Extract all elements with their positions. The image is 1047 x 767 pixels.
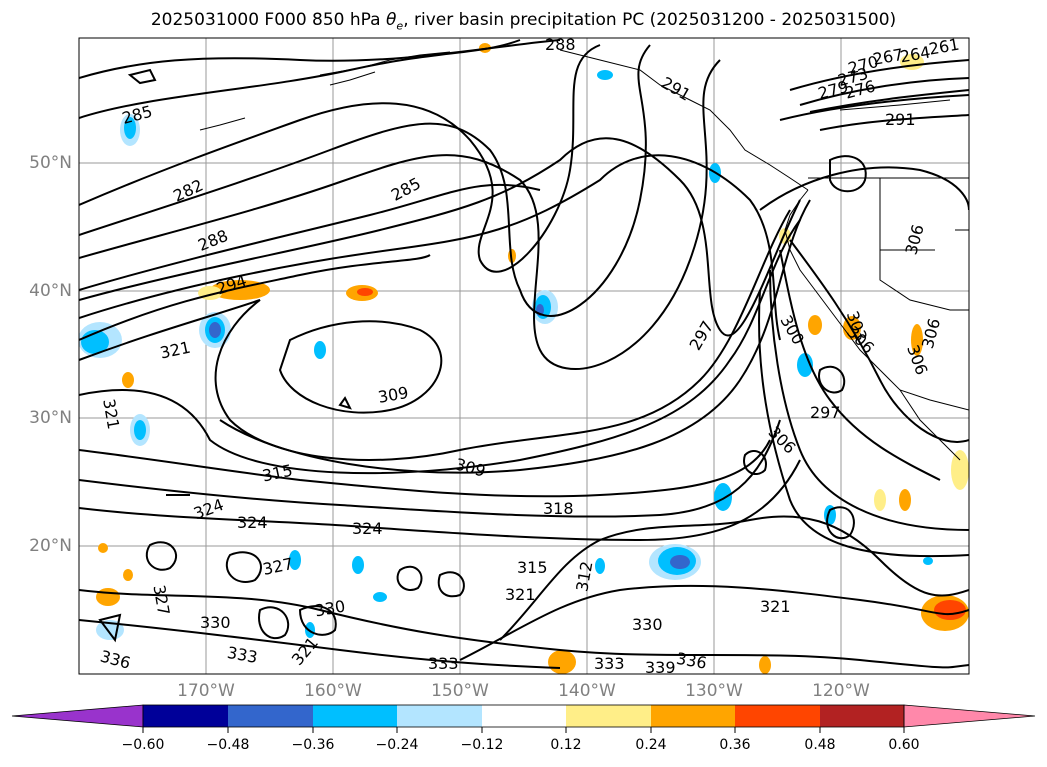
title-suffix: , river basin precipitation PC (20250312…	[403, 10, 897, 30]
lon-label-170w: 170°W	[177, 681, 235, 701]
colorbar-extend-high	[903, 704, 1036, 728]
contour-label: 321	[760, 597, 791, 616]
colorbar-tick-label: −0.12	[460, 737, 504, 753]
colorbar-segment	[228, 705, 313, 727]
colorbar-segment	[735, 705, 820, 727]
colorbar-tick-label: 0.36	[719, 737, 751, 753]
title-prefix: 2025031000 F000 850 hPa	[150, 10, 386, 30]
map-frame	[78, 37, 970, 675]
figure-title: 2025031000 F000 850 hPa θe, river basin …	[0, 10, 1047, 32]
contour-label: 288	[545, 35, 576, 54]
contour-label: 291	[885, 110, 916, 129]
contour-label: 330	[200, 613, 231, 632]
colorbar-segment	[313, 705, 397, 727]
colorbar-extend-low	[11, 704, 144, 728]
contour-label: 330	[632, 615, 663, 634]
colorbar-segment	[820, 705, 904, 727]
colorbar-tick-label: 0.48	[804, 737, 836, 753]
colorbar-tick-label: −0.48	[206, 737, 250, 753]
theta-e-contours	[79, 39, 969, 669]
lon-label-160w: 160°W	[304, 681, 362, 701]
colorbar	[11, 704, 1036, 733]
lon-label-120w: 120°W	[812, 681, 870, 701]
colorbar-tick-label: 0.24	[635, 737, 667, 753]
colorbar-tick-label: −0.36	[291, 737, 335, 753]
lon-label-150w: 150°W	[431, 681, 489, 701]
contour-label: 297	[810, 403, 841, 422]
contour-label: 333	[428, 654, 459, 673]
colorbar-segment	[566, 705, 651, 727]
map-area	[79, 38, 969, 674]
colorbar-tick-label: −0.24	[375, 737, 419, 753]
title-theta: θ	[386, 10, 397, 30]
colorbar-tick-label: −0.60	[121, 737, 165, 753]
contour-label: 333	[594, 654, 625, 673]
colorbar-tick-label: 0.12	[550, 737, 582, 753]
colorbar-segment	[143, 705, 228, 727]
contour-label: 324	[352, 519, 383, 538]
colorbar-segment	[651, 705, 735, 727]
colorbar-segment	[482, 705, 566, 727]
title-subscript: e	[396, 19, 404, 33]
lat-label-40n: 40°N	[29, 281, 72, 301]
contour-label: 324	[237, 513, 268, 532]
lat-label-50n: 50°N	[29, 153, 72, 173]
lon-label-130w: 130°W	[685, 681, 743, 701]
lat-label-20n: 20°N	[29, 536, 72, 556]
contour-label: 315	[517, 558, 548, 577]
colorbar-tick-label: 0.60	[888, 737, 920, 753]
contour-label: 318	[543, 499, 574, 518]
colorbar-segment	[397, 705, 482, 727]
contour-label: 321	[505, 585, 536, 604]
contour-label: 339	[645, 658, 676, 677]
map-background	[79, 38, 969, 674]
lon-label-140w: 140°W	[558, 681, 616, 701]
lat-label-30n: 30°N	[29, 408, 72, 428]
coastlines	[199, 49, 969, 461]
